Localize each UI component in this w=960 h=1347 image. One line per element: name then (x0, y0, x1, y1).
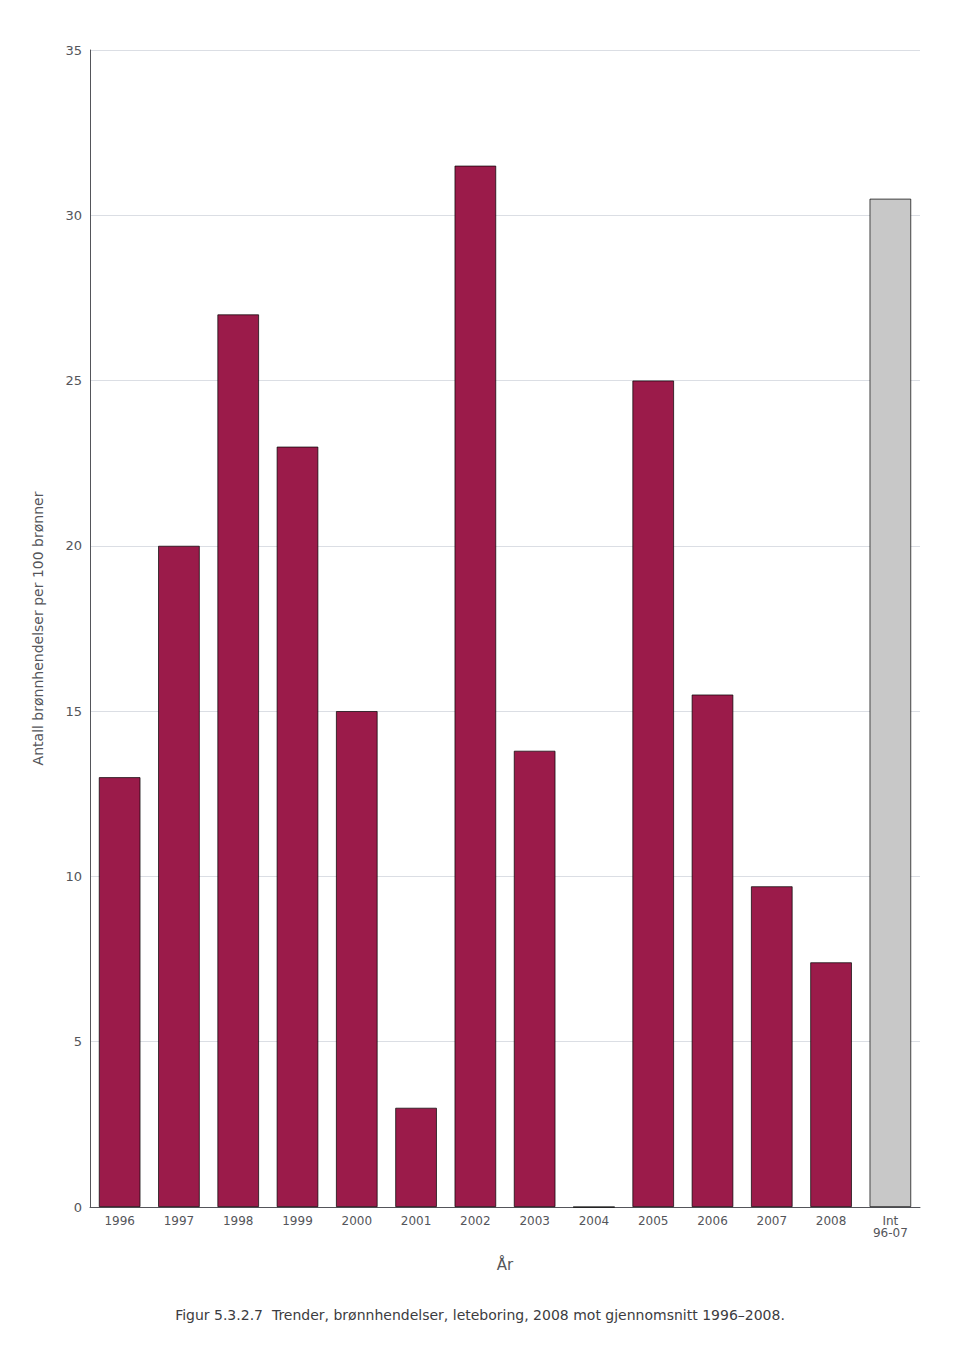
svg-text:Figur 5.3.2.7 Trender, brønnh: Figur 5.3.2.7 Trender, brønnhendelser, l… (175, 1307, 785, 1323)
svg-text:2007: 2007 (757, 1214, 788, 1228)
svg-text:35: 35 (65, 43, 82, 58)
svg-text:2000: 2000 (342, 1214, 373, 1228)
svg-text:1997: 1997 (164, 1214, 195, 1228)
svg-text:1999: 1999 (282, 1214, 313, 1228)
svg-text:20: 20 (65, 538, 82, 553)
svg-text:25: 25 (65, 373, 82, 388)
svg-text:0: 0 (74, 1200, 82, 1215)
svg-text:30: 30 (65, 208, 82, 223)
svg-text:2006: 2006 (697, 1214, 728, 1228)
svg-text:1998: 1998 (223, 1214, 254, 1228)
svg-text:2001: 2001 (401, 1214, 432, 1228)
svg-text:År: År (497, 1255, 514, 1274)
svg-text:10: 10 (65, 869, 82, 884)
svg-text:Antall brønnhendelser per 100: Antall brønnhendelser per 100 brønner (30, 491, 46, 765)
svg-text:2002: 2002 (460, 1214, 491, 1228)
svg-text:5: 5 (74, 1034, 82, 1049)
svg-text:2003: 2003 (519, 1214, 550, 1228)
svg-text:96-07: 96-07 (873, 1226, 908, 1240)
svg-text:2008: 2008 (816, 1214, 847, 1228)
svg-text:1996: 1996 (104, 1214, 135, 1228)
svg-text:Int: Int (882, 1214, 899, 1228)
svg-text:2004: 2004 (579, 1214, 610, 1228)
svg-text:2005: 2005 (638, 1214, 669, 1228)
svg-text:15: 15 (65, 704, 82, 719)
